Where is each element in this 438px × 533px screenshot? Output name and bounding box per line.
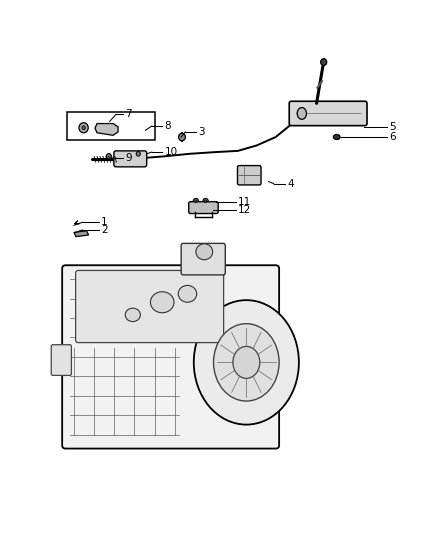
Ellipse shape [178,286,197,302]
Ellipse shape [125,308,140,321]
Text: 6: 6 [389,132,396,142]
FancyBboxPatch shape [76,270,224,343]
FancyBboxPatch shape [189,202,218,214]
Ellipse shape [203,198,208,204]
FancyBboxPatch shape [114,151,147,167]
Text: 10: 10 [164,147,177,157]
FancyBboxPatch shape [237,166,261,185]
Ellipse shape [151,292,174,313]
Ellipse shape [193,198,198,204]
Text: 3: 3 [198,127,205,137]
Bar [67,112,155,140]
Ellipse shape [79,123,88,133]
Ellipse shape [214,324,279,401]
Text: 12: 12 [238,205,251,215]
FancyBboxPatch shape [51,345,71,375]
Ellipse shape [333,134,340,140]
Ellipse shape [297,108,307,119]
Text: 5: 5 [389,122,396,132]
Text: 4: 4 [287,179,294,189]
Ellipse shape [82,126,85,130]
Ellipse shape [194,300,299,425]
Ellipse shape [194,200,197,203]
Text: 11: 11 [238,197,251,207]
Text: 7: 7 [125,109,132,119]
Ellipse shape [179,133,185,141]
Ellipse shape [106,154,111,159]
Text: 8: 8 [164,121,171,131]
Ellipse shape [233,346,260,378]
Ellipse shape [136,151,140,156]
Polygon shape [95,124,118,135]
Text: 9: 9 [125,153,132,163]
Ellipse shape [204,200,207,203]
FancyBboxPatch shape [62,265,279,449]
Ellipse shape [196,244,213,260]
FancyBboxPatch shape [181,244,225,275]
FancyBboxPatch shape [289,101,367,126]
Text: 2: 2 [101,225,108,235]
Polygon shape [74,231,88,237]
Text: 1: 1 [101,217,108,228]
Ellipse shape [321,59,327,66]
